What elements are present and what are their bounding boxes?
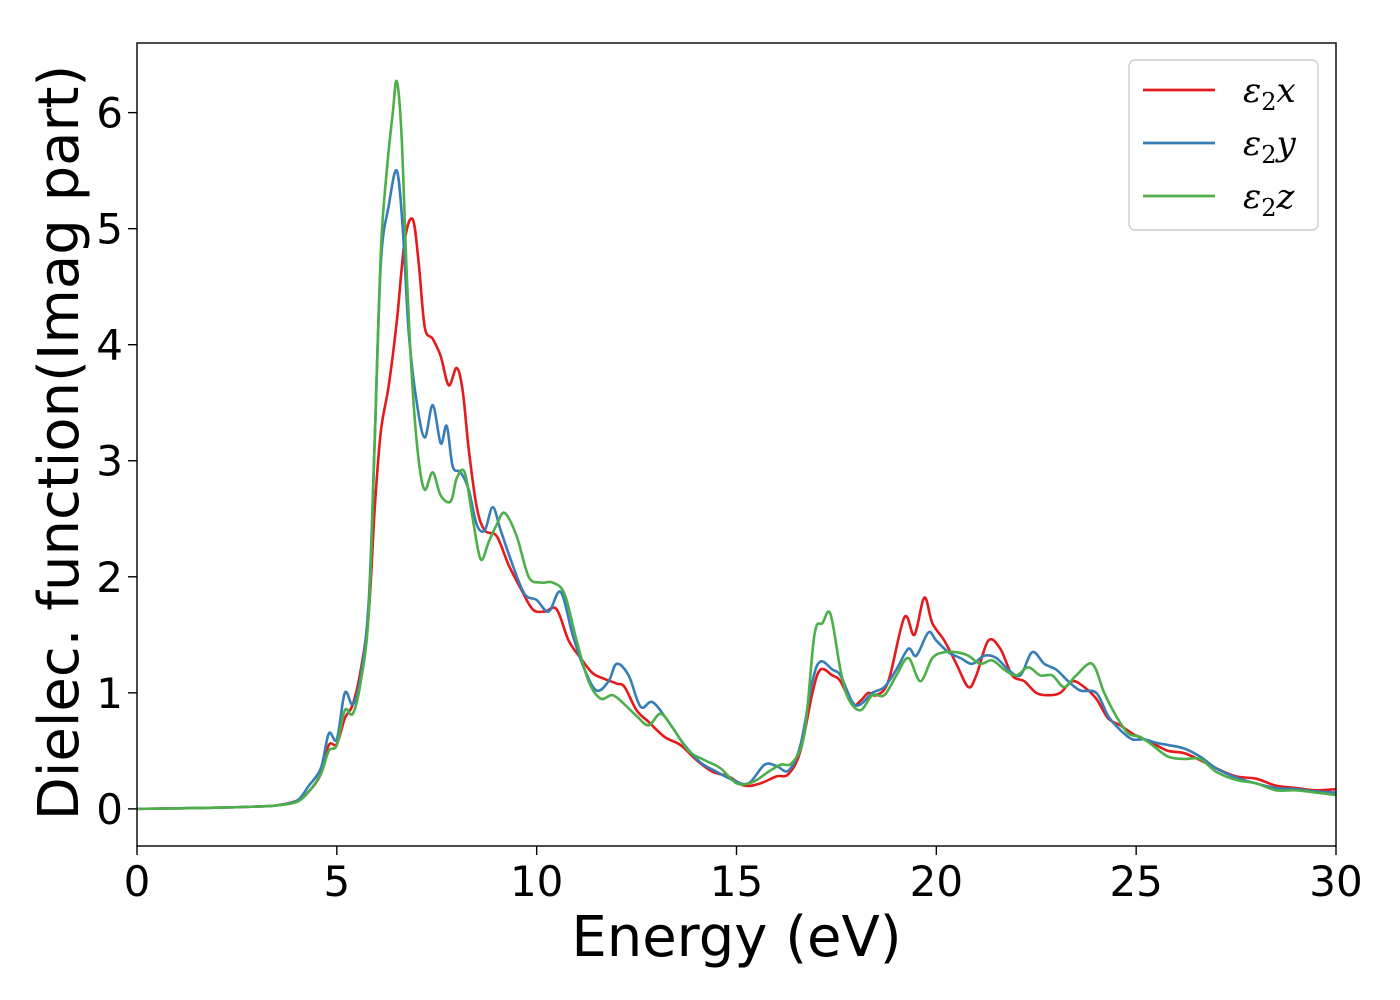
legend-label: ε2x (1243, 71, 1296, 116)
legend-label: ε2y (1243, 124, 1297, 169)
y-axis-label: Dielec. function(Imag part) (27, 65, 92, 821)
x-tick-label: 5 (323, 857, 350, 906)
x-tick-label: 30 (1309, 857, 1362, 906)
y-tick-label: 6 (96, 89, 123, 138)
x-tick-label: 0 (124, 857, 151, 906)
y-tick-label: 1 (96, 669, 123, 718)
x-axis-label: Energy (eV) (571, 905, 901, 970)
legend-item-y: ε2y (1143, 124, 1297, 169)
x-tick-label: 15 (710, 857, 763, 906)
y-tick-label: 2 (96, 553, 123, 602)
y-tick-label: 0 (96, 785, 123, 834)
y-axis-ticks: 0 1 2 3 4 5 6 (96, 89, 137, 834)
x-tick-label: 20 (910, 857, 963, 906)
x-axis-ticks: 0 5 10 15 20 25 30 (124, 846, 1363, 906)
series-line-z (137, 79, 1336, 811)
legend-item-x: ε2x (1143, 71, 1296, 116)
y-tick-label: 5 (96, 205, 123, 254)
series-line-y (137, 169, 1336, 811)
legend-box (1128, 59, 1319, 231)
legend-item-z: ε2z (1143, 177, 1296, 222)
x-tick-label: 25 (1109, 857, 1162, 906)
legend: ε2x ε2y ε2z (1128, 59, 1319, 231)
y-tick-label: 3 (96, 437, 123, 486)
series-layer (137, 79, 1336, 811)
y-tick-label: 4 (96, 321, 123, 370)
legend-label: ε2z (1243, 177, 1296, 222)
x-tick-label: 10 (510, 857, 563, 906)
